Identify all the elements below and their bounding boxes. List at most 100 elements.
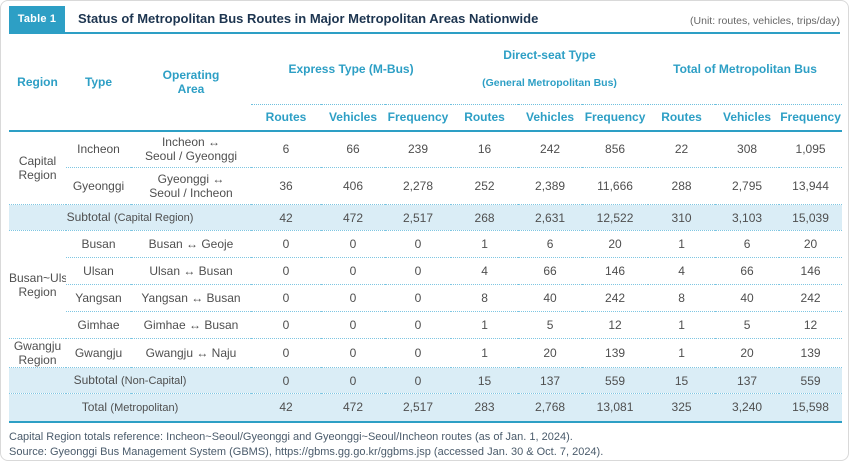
value-cell: 8 xyxy=(451,284,519,312)
table-header: Region Type Operating Area Express Type … xyxy=(9,34,843,132)
value-cell: 13,944 xyxy=(779,167,843,205)
group-subtitle-direct-seat: (General Metropolitan Bus) xyxy=(482,77,617,89)
col-header-total-frequency: Frequency xyxy=(779,104,843,132)
value-cell: 12 xyxy=(779,311,843,339)
value-cell: 5 xyxy=(715,311,780,339)
value-cell: 252 xyxy=(451,167,519,205)
value-cell: 13,081 xyxy=(582,393,649,422)
table-row: Yangsan Yangsan ↔ Busan 0 0 0 8 40 242 8 40 242 xyxy=(9,284,843,312)
value-cell: 0 xyxy=(251,338,321,368)
value-cell: 242 xyxy=(582,284,649,312)
metric-header-row: Routes Vehicles Frequency Routes Vehicle… xyxy=(9,104,843,132)
value-cell: 559 xyxy=(582,367,649,394)
type-cell: Gyeonggi xyxy=(66,167,131,205)
value-cell: 20 xyxy=(715,338,780,368)
value-cell: 15,039 xyxy=(779,204,843,231)
value-cell: 0 xyxy=(385,284,452,312)
value-cell: 42 xyxy=(251,204,321,231)
col-header-express-frequency: Frequency xyxy=(385,104,452,132)
value-cell: 559 xyxy=(779,367,843,394)
value-cell: 15 xyxy=(648,367,716,394)
value-cell: 6 xyxy=(518,230,583,258)
type-cell: Incheon xyxy=(77,142,120,157)
subtotal-label-cell: Subtotal (Capital Region) xyxy=(9,204,251,231)
subtotal-label-cell: Subtotal (Non-Capital) xyxy=(9,367,251,394)
group-title-direct-seat: Direct-seat Type xyxy=(503,48,596,62)
value-cell: 22 xyxy=(674,142,689,157)
table-row: Capital Region Incheon Incheon ↔ Seoul / G… xyxy=(9,131,842,182)
value-cell: 0 xyxy=(321,257,385,285)
value-cell: 66 xyxy=(518,257,583,285)
value-cell: 8 xyxy=(648,284,716,312)
total-label-cell: Total (Metropolitan) xyxy=(9,393,251,422)
value-cell: 856 xyxy=(605,142,626,157)
region-cell: Gwangju Region xyxy=(9,338,66,368)
value-cell: 2,278 xyxy=(385,167,452,205)
table-row: Ulsan Ulsan ↔ Busan 0 0 0 4 66 146 4 66 146 xyxy=(9,257,843,285)
value-cell: 0 xyxy=(385,338,452,368)
value-cell: 0 xyxy=(251,367,321,394)
footnotes: Capital Region totals reference: Incheon… xyxy=(9,430,840,461)
value-cell: 283 xyxy=(451,393,519,422)
col-header-region: Region xyxy=(9,34,66,132)
value-cell: 0 xyxy=(251,284,321,312)
value-cell: 1 xyxy=(648,311,716,339)
col-header-express-routes: Routes xyxy=(251,104,321,132)
operating-area-cell: Incheon ↔ Seoul / Gyeonggi xyxy=(144,135,238,164)
subtotal-row: Subtotal (Capital Region) 42 472 2,517 268 2,… xyxy=(9,204,843,231)
value-cell: 12,522 xyxy=(582,204,649,231)
value-cell: 146 xyxy=(779,257,843,285)
value-cell: 66 xyxy=(715,257,780,285)
type-cell: Yangsan xyxy=(66,284,131,312)
col-header-total-vehicles: Vehicles xyxy=(715,104,780,132)
value-cell: 3,240 xyxy=(715,393,780,422)
value-cell: 2,389 xyxy=(518,167,583,205)
col-header-direct-frequency: Frequency xyxy=(582,104,649,132)
subtotal-row: Subtotal (Non-Capital) 0 0 0 15 137 559 15 137 55… xyxy=(9,367,843,394)
group-header-direct-seat: Direct-seat Type (General Metropolitan B… xyxy=(451,34,649,105)
value-cell: 66 xyxy=(346,142,360,157)
value-cell: 137 xyxy=(518,367,583,394)
footnote-source-gbms: Source: Gyeonggi Bus Management System (… xyxy=(9,445,604,458)
type-cell: Gimhae xyxy=(66,311,131,339)
value-cell: 0 xyxy=(321,367,385,394)
group-header-row: Region Type Operating Area Express Type … xyxy=(9,34,843,132)
value-cell: 6 xyxy=(282,142,290,157)
value-cell: 3,103 xyxy=(715,204,780,231)
value-cell: 2,517 xyxy=(385,393,452,422)
footnote-reference: Capital Region totals reference: Incheon… xyxy=(9,430,573,443)
operating-area-cell: Ulsan ↔ Busan xyxy=(131,257,251,285)
value-cell: 1 xyxy=(451,338,519,368)
value-cell: 1 xyxy=(648,338,716,368)
value-cell: 472 xyxy=(321,204,385,231)
type-cell: Busan xyxy=(66,230,131,258)
value-cell: 20 xyxy=(518,338,583,368)
col-header-total-routes: Routes xyxy=(648,104,716,132)
value-cell: 139 xyxy=(779,338,843,368)
col-header-operating-area: Operating Area xyxy=(131,34,251,132)
value-cell: 472 xyxy=(321,393,385,422)
value-cell: 0 xyxy=(321,284,385,312)
value-cell: 242 xyxy=(540,142,561,157)
col-header-direct-routes: Routes xyxy=(451,104,519,132)
type-cell: Ulsan xyxy=(66,257,131,285)
value-cell: 4 xyxy=(648,257,716,285)
value-cell: 4 xyxy=(451,257,519,285)
value-cell: 0 xyxy=(321,230,385,258)
value-cell: 239 xyxy=(408,142,429,157)
value-cell: 146 xyxy=(582,257,649,285)
operating-area-cell: Yangsan ↔ Busan xyxy=(131,284,251,312)
value-cell: 406 xyxy=(321,167,385,205)
value-cell: 5 xyxy=(518,311,583,339)
value-cell: 11,666 xyxy=(582,167,649,205)
value-cell: 310 xyxy=(648,204,716,231)
region-cell: Capital Region xyxy=(18,153,57,182)
value-cell: 16 xyxy=(477,142,492,157)
value-cell: 0 xyxy=(385,257,452,285)
value-cell: 242 xyxy=(779,284,843,312)
operating-area-cell: Gwangju ↔ Naju xyxy=(131,338,251,368)
value-cell: 0 xyxy=(385,230,452,258)
value-cell: 42 xyxy=(251,393,321,422)
